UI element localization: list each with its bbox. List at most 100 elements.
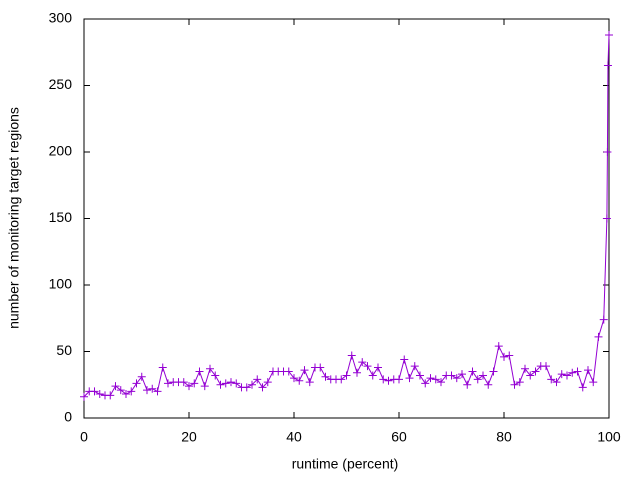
- data-point: [195, 367, 204, 376]
- x-tick-label: 80: [496, 429, 512, 445]
- data-point: [242, 383, 251, 392]
- data-point: [190, 379, 199, 388]
- data-point: [547, 375, 556, 384]
- data-point: [111, 382, 120, 391]
- data-point: [368, 371, 377, 380]
- data-point: [216, 380, 225, 389]
- data-point: [290, 374, 298, 383]
- data-point: [321, 372, 330, 381]
- data-point: [484, 380, 493, 389]
- data-point: [137, 372, 146, 381]
- x-axis-label: runtime (percent): [292, 456, 399, 472]
- data-point: [405, 374, 414, 383]
- data-point: [531, 367, 540, 376]
- x-tick-label: 20: [181, 429, 197, 445]
- y-axis-label: number of monitoring target regions: [6, 107, 22, 329]
- data-point: [253, 375, 262, 384]
- data-point: [232, 379, 241, 388]
- x-tick-label: 0: [80, 429, 88, 445]
- data-point: [603, 148, 612, 156]
- data-point: [295, 376, 304, 385]
- data-point: [510, 380, 519, 389]
- y-tick-label: 100: [49, 276, 73, 292]
- data-point: [305, 378, 314, 387]
- data-point: [185, 382, 193, 391]
- data-point: [379, 375, 388, 384]
- data-point: [148, 384, 157, 393]
- data-point: [179, 378, 188, 387]
- data-point: [410, 362, 419, 371]
- data-point: [258, 383, 267, 392]
- data-point: [353, 368, 361, 377]
- data-point: [200, 382, 209, 391]
- data-point: [80, 392, 88, 401]
- data-point: [602, 214, 611, 223]
- data-point: [463, 380, 472, 389]
- data-point: [468, 367, 477, 376]
- data-point: [342, 371, 351, 380]
- data-point: [284, 367, 293, 376]
- data-point: [206, 364, 214, 373]
- data-point: [542, 362, 550, 371]
- y-tick-label: 0: [64, 409, 72, 425]
- data-point: [248, 380, 256, 389]
- data-point: [395, 375, 403, 384]
- data-point: [599, 315, 608, 324]
- data-point: [584, 366, 592, 375]
- x-tick-label: 60: [391, 429, 407, 445]
- data-point: [500, 352, 508, 361]
- data-point: [552, 378, 561, 387]
- data-point: [374, 363, 382, 372]
- data-point: [127, 387, 136, 396]
- data-point: [358, 358, 367, 367]
- y-tick-label: 150: [49, 209, 73, 225]
- data-point: [158, 363, 167, 372]
- data-point: [594, 332, 603, 341]
- data-point: [106, 391, 115, 400]
- data-point: [515, 378, 524, 387]
- data-point: [521, 364, 529, 373]
- data-point: [421, 379, 430, 388]
- data-point: [568, 368, 577, 377]
- data-point: [458, 370, 466, 379]
- data-point: [363, 362, 372, 371]
- data-point: [526, 371, 535, 380]
- data-point: [437, 378, 445, 387]
- data-point: [563, 371, 571, 380]
- data-point: [479, 371, 487, 380]
- y-tick-label: 200: [49, 143, 73, 159]
- data-point: [578, 383, 587, 392]
- data-point: [164, 379, 172, 388]
- data-point: [153, 387, 162, 396]
- data-point: [347, 351, 356, 360]
- x-tick-label: 40: [286, 429, 302, 445]
- x-tick-label: 100: [597, 429, 621, 445]
- data-point: [447, 371, 456, 380]
- data-point: [603, 61, 612, 70]
- data-point: [452, 374, 461, 383]
- data-point: [90, 387, 99, 396]
- data-line: [83, 34, 610, 398]
- data-point: [132, 379, 141, 388]
- data-point: [116, 386, 125, 395]
- data-point: [227, 378, 235, 387]
- data-point: [337, 375, 346, 384]
- data-point: [573, 367, 582, 376]
- y-tick-label: 50: [56, 342, 72, 358]
- data-point: [426, 374, 435, 383]
- data-point: [494, 342, 503, 351]
- data-point: [263, 378, 272, 387]
- data-point: [473, 375, 482, 384]
- data-point: [589, 378, 598, 387]
- data-point: [300, 366, 309, 375]
- data-point: [211, 371, 220, 380]
- data-point: [416, 371, 424, 380]
- data-point: [95, 390, 104, 399]
- data-point: [489, 367, 498, 376]
- data-point: [557, 370, 566, 379]
- data-point: [316, 363, 325, 372]
- data-point: [221, 379, 230, 388]
- data-point: [400, 355, 409, 364]
